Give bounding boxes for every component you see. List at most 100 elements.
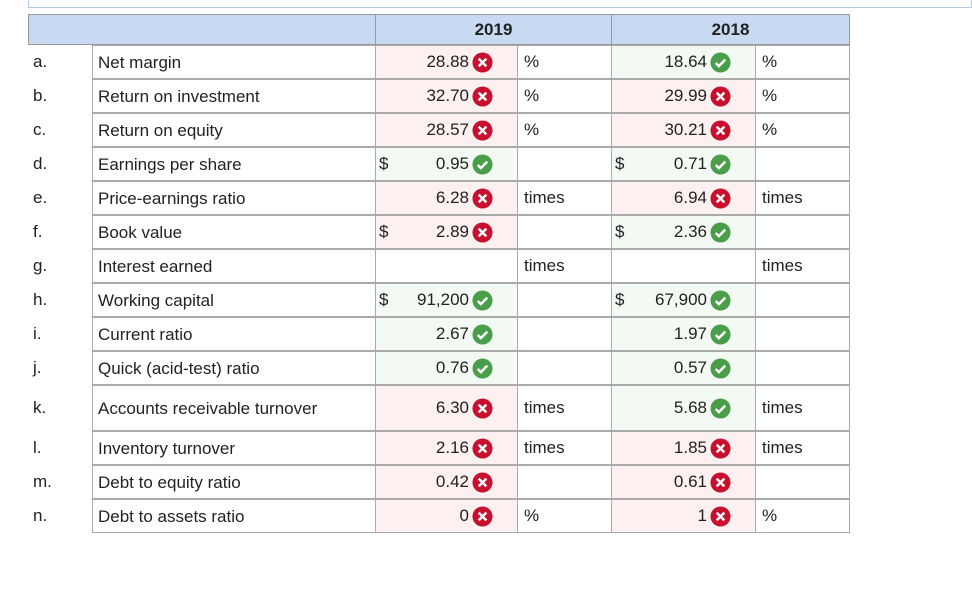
answer-cell[interactable]: 6.94 — [611, 181, 756, 215]
row-label: Working capital — [92, 283, 376, 317]
answer-value: 30.21 — [664, 119, 743, 141]
value-text: 0 — [459, 506, 469, 525]
unit-cell: % — [517, 113, 612, 147]
answer-cell[interactable]: 29.99 — [611, 79, 756, 113]
answer-cell[interactable]: 1.97 — [611, 317, 756, 351]
unit-cell: times — [755, 385, 850, 431]
answer-cell[interactable]: 2.67 — [375, 317, 518, 351]
value-text: 2.16 — [435, 438, 469, 457]
answer-cell[interactable]: 0.57 — [611, 351, 756, 385]
answer-cell[interactable]: 6.28 — [375, 181, 518, 215]
row-label: Price-earnings ratio — [92, 181, 376, 215]
answer-value: 0.71 — [673, 153, 743, 175]
unit-cell: % — [755, 79, 850, 113]
answer-cell[interactable] — [611, 249, 756, 283]
answer-cell[interactable]: 0 — [375, 499, 518, 533]
value-text: 28.57 — [426, 120, 469, 139]
answer-cell[interactable]: 6.30 — [375, 385, 518, 431]
check-icon — [710, 221, 731, 243]
answer-cell[interactable]: 0.61 — [611, 465, 756, 499]
value-text: 0.71 — [673, 154, 707, 173]
x-icon — [710, 505, 731, 527]
row-letter: m. — [33, 472, 52, 491]
value-text: 29.99 — [664, 86, 707, 105]
year-header: 2018 — [611, 14, 850, 45]
row-letter: d. — [33, 154, 48, 173]
year-header: 2019 — [375, 14, 612, 45]
answer-cell[interactable]: 28.88 — [375, 45, 518, 79]
answer-cell[interactable]: 1.85 — [611, 431, 756, 465]
value-text: 30.21 — [664, 120, 707, 139]
check-icon — [472, 153, 493, 175]
check-icon — [710, 289, 731, 311]
answer-value: 1 — [698, 505, 743, 527]
unit-cell: times — [517, 181, 612, 215]
check-icon — [472, 357, 493, 379]
x-icon — [472, 119, 493, 141]
x-icon — [472, 187, 493, 209]
answer-cell[interactable]: 32.70 — [375, 79, 518, 113]
check-icon — [472, 289, 493, 311]
row-letter: i. — [33, 324, 42, 343]
x-icon — [472, 51, 493, 73]
unit-cell: % — [517, 79, 612, 113]
dollar-sign: $ — [379, 222, 389, 241]
unit-cell — [755, 465, 850, 499]
x-icon — [710, 119, 731, 141]
answer-cell[interactable]: $67,900 — [611, 283, 756, 317]
unit-cell: times — [517, 385, 612, 431]
unit-cell — [755, 147, 850, 181]
answer-cell[interactable]: 0.42 — [375, 465, 518, 499]
row-letter: b. — [33, 86, 48, 105]
row-label: Debt to assets ratio — [92, 499, 376, 533]
answer-cell[interactable]: 1 — [611, 499, 756, 533]
x-icon — [710, 187, 731, 209]
row-letter: c. — [33, 120, 47, 139]
answer-cell[interactable]: $0.95 — [375, 147, 518, 181]
value-text: 0.76 — [435, 358, 469, 377]
answer-cell[interactable]: 28.57 — [375, 113, 518, 147]
unit-cell — [755, 283, 850, 317]
x-icon — [472, 505, 493, 527]
unit-cell: times — [755, 249, 850, 283]
unit-cell — [517, 283, 612, 317]
check-icon — [710, 323, 731, 345]
answer-value: 2.16 — [435, 437, 505, 459]
answer-cell[interactable]: 18.64 — [611, 45, 756, 79]
row-label: Net margin — [92, 45, 376, 79]
answer-cell[interactable]: 5.68 — [611, 385, 756, 431]
unit-cell: % — [517, 499, 612, 533]
header-cell — [28, 14, 93, 45]
unit-cell: % — [517, 45, 612, 79]
answer-cell[interactable]: 30.21 — [611, 113, 756, 147]
answer-value: 32.70 — [426, 85, 505, 107]
value-text: 6.94 — [673, 188, 707, 207]
answer-cell[interactable]: $0.71 — [611, 147, 756, 181]
row-label: Earnings per share — [92, 147, 376, 181]
answer-cell[interactable]: $91,200 — [375, 283, 518, 317]
unit-cell — [517, 351, 612, 385]
top-frame — [28, 0, 972, 8]
answer-value: 0.57 — [674, 357, 743, 379]
x-icon — [710, 437, 731, 459]
answer-cell[interactable]: 2.16 — [375, 431, 518, 465]
row-letter: e. — [33, 188, 48, 207]
dollar-sign: $ — [379, 154, 389, 173]
answer-value: 2.67 — [436, 323, 505, 345]
unit-cell: % — [755, 499, 850, 533]
unit-cell — [517, 317, 612, 351]
check-icon — [710, 153, 731, 175]
check-icon — [710, 397, 731, 419]
x-icon — [710, 471, 731, 493]
dollar-sign: $ — [379, 290, 389, 309]
value-text: 67,900 — [655, 290, 707, 309]
row-letter: k. — [33, 398, 47, 417]
unit-cell: times — [517, 431, 612, 465]
unit-cell — [755, 317, 850, 351]
answer-cell[interactable] — [375, 249, 518, 283]
x-icon — [472, 471, 493, 493]
answer-cell[interactable]: 0.76 — [375, 351, 518, 385]
answer-cell[interactable]: $2.36 — [611, 215, 756, 249]
value-text: 32.70 — [426, 86, 469, 105]
answer-cell[interactable]: $2.89 — [375, 215, 518, 249]
